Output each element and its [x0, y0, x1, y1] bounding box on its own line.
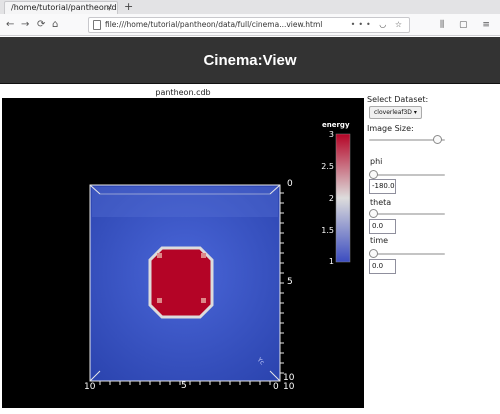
page-info-icon[interactable] — [93, 20, 101, 30]
image-size-slider-thumb[interactable] — [432, 135, 442, 144]
time-label: time — [370, 236, 389, 245]
more-icon[interactable]: ••• — [350, 20, 374, 29]
bookmark-star-icon[interactable]: ☆ — [394, 20, 405, 29]
theta-label: theta — [370, 198, 392, 207]
new-tab-button[interactable]: + — [124, 0, 134, 13]
axis-label-right-mid: 5 — [287, 277, 293, 287]
phi-slider-thumb[interactable] — [369, 170, 378, 179]
chevron-down-icon: ▾ — [413, 109, 417, 116]
url-bar[interactable]: file:///home/tutorial/pantheon/data/full… — [88, 17, 410, 33]
dataset-label: Select Dataset: — [367, 95, 429, 104]
volume-top-face — [92, 187, 278, 217]
back-icon[interactable]: ← — [6, 19, 15, 30]
page-header: Cinema:View — [0, 37, 500, 84]
blob-corner — [201, 253, 206, 258]
theta-slider-track[interactable] — [369, 213, 445, 215]
axis-label-bottom-right: 0 — [273, 382, 279, 392]
colorbar-tick: 3 — [329, 130, 334, 139]
theta-slider-thumb[interactable] — [369, 209, 378, 218]
time-slider-thumb[interactable] — [369, 249, 378, 258]
energy-blob — [148, 246, 214, 319]
axis-label-right-bottom-b: 10 — [283, 382, 295, 392]
tab-title: /home/tutorial/pantheon/data — [11, 3, 118, 12]
database-caption: pantheon.cdb — [155, 88, 211, 97]
colorbar — [335, 133, 351, 263]
url-actions: ••• ◡ ☆ — [351, 18, 405, 32]
blob-corner — [157, 253, 162, 258]
phi-input[interactable]: -180.0 — [369, 179, 396, 194]
pocket-icon[interactable]: ◡ — [379, 20, 390, 29]
time-slider-track[interactable] — [369, 253, 445, 255]
blob-corner — [201, 298, 206, 303]
theta-input[interactable]: 0.0 — [369, 219, 396, 234]
browser-tab[interactable]: /home/tutorial/pantheon/data × — [4, 1, 118, 14]
axis-label-top-right: 0 — [287, 179, 293, 189]
page-title: Cinema:View — [203, 52, 297, 69]
home-icon[interactable]: ⌂ — [52, 19, 59, 30]
reload-icon[interactable]: ⟳ — [37, 19, 46, 30]
tab-close-icon[interactable]: × — [106, 3, 113, 12]
image-size-label: Image Size: — [367, 124, 414, 133]
axis-label-right-bottom-a: 10 — [283, 373, 295, 383]
time-input[interactable]: 0.0 — [369, 259, 396, 274]
cinema-viewer[interactable]: 0 5 10 10 10 5 0 Yc energy 3 2.5 2 1.5 1 — [2, 98, 364, 408]
dataset-select[interactable]: cloverleaf3D ▾ — [369, 106, 422, 119]
image-size-slider-track[interactable] — [369, 139, 445, 141]
colorbar-tick: 2.5 — [321, 162, 334, 171]
right-axis-ticks — [280, 192, 284, 374]
sidebar-icon[interactable]: ▢ — [459, 20, 474, 30]
colorbar-tick: 2 — [329, 194, 334, 203]
axis-label-bottom-left: 10 — [84, 382, 96, 392]
forward-icon[interactable]: → — [21, 19, 30, 30]
axis-label-bottom-mid: 5 — [181, 381, 187, 391]
phi-slider-track[interactable] — [369, 174, 445, 176]
url-text[interactable]: file:///home/tutorial/pantheon/data/full… — [105, 20, 323, 29]
colorbar-tick: 1.5 — [321, 226, 334, 235]
browser-tab-bar: /home/tutorial/pantheon/data × + — [0, 0, 500, 14]
library-icon[interactable]: ⫼ — [440, 20, 451, 30]
colorbar-title: energy — [322, 121, 350, 129]
toolbar-right: ⫼ ▢ ≡ — [440, 18, 496, 32]
menu-icon[interactable]: ≡ — [482, 20, 496, 30]
phi-label: phi — [370, 157, 383, 166]
bottom-axis-ticks — [99, 381, 271, 385]
volume-render[interactable]: 0 5 10 10 10 5 0 Yc energy 3 2.5 2 1.5 1 — [2, 98, 364, 408]
browser-nav-bar: ← → ⟳ ⌂ file:///home/tutorial/pantheon/d… — [0, 14, 500, 36]
dataset-select-value: cloverleaf3D — [374, 109, 412, 116]
colorbar-tick: 1 — [329, 257, 334, 266]
axis-label-rotated: Yc — [255, 356, 266, 367]
blob-corner — [157, 298, 162, 303]
